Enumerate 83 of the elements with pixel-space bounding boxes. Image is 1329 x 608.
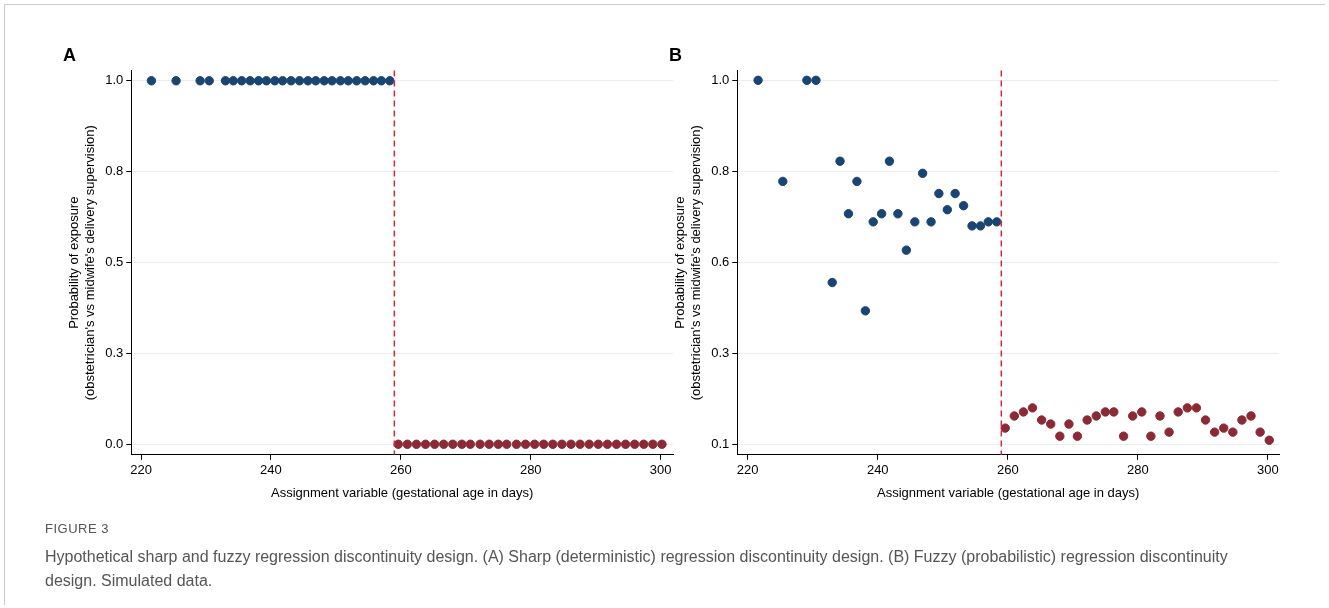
point: [942, 205, 953, 215]
point: [1000, 423, 1010, 433]
x-tick-label: 220: [130, 462, 152, 478]
y-tick-label: 0.3: [711, 344, 730, 360]
point: [1118, 431, 1129, 441]
point: [1072, 431, 1083, 441]
x-tick-label: 300: [1257, 462, 1279, 478]
point: [934, 188, 944, 199]
y-tick-label: 1.0: [711, 71, 730, 87]
point: [778, 176, 788, 187]
caption: FIGURE 3: [45, 520, 110, 538]
x-axis-title: Assignment variable (gestational age in days): [270, 484, 534, 500]
point: [1064, 419, 1074, 429]
point: [1237, 415, 1247, 425]
y-tick-label: 0.1: [711, 435, 730, 451]
point: [827, 277, 837, 288]
point: [811, 75, 821, 86]
point: [958, 200, 969, 211]
x-tick-label: 260: [996, 462, 1019, 478]
point: [1091, 411, 1101, 421]
point: [802, 75, 812, 86]
point: [1046, 419, 1056, 429]
point: [1255, 427, 1265, 437]
point: [1264, 435, 1274, 445]
point: [1082, 415, 1092, 425]
point: [926, 217, 936, 227]
point: [876, 209, 887, 219]
y-tick-label: 0.3: [105, 344, 124, 360]
y-tick-label: 0.0: [105, 435, 124, 451]
point: [1018, 407, 1029, 417]
chart-title: B: [669, 44, 682, 65]
point: [835, 156, 845, 166]
point: [1209, 427, 1220, 437]
point: [1246, 411, 1256, 421]
y-tick-label: 0.8: [105, 163, 124, 179]
x-tick-label: 240: [866, 462, 889, 478]
point: [1137, 407, 1147, 417]
point: [901, 245, 912, 255]
point: [753, 75, 763, 86]
point: [1182, 403, 1192, 413]
point: [1155, 411, 1165, 421]
point: [1146, 431, 1156, 441]
x-tick-label: 260: [389, 462, 412, 478]
point: [1109, 407, 1119, 417]
point: [992, 217, 1002, 227]
point: [868, 217, 878, 227]
y-tick-label: 0.5: [105, 254, 124, 270]
point: [852, 176, 862, 187]
x-tick-label: 280: [1127, 462, 1149, 478]
y-axis-title: Probability of exposure (obstetrician's vs midwife's delivery supervision): [66, 125, 97, 401]
point: [1228, 427, 1238, 437]
point: [1200, 415, 1211, 425]
point: [1191, 403, 1202, 413]
point: [1027, 403, 1038, 413]
point: [975, 221, 986, 231]
point: [1219, 423, 1229, 433]
point: [1164, 427, 1174, 437]
x-axis-title: Assignment variable (gestational age in days): [876, 484, 1140, 500]
chart-title: A: [63, 44, 76, 65]
point: [884, 156, 895, 166]
x-tick-label: 300: [649, 462, 672, 478]
point: [1127, 411, 1138, 421]
y-tick-label: 0.6: [711, 253, 730, 269]
point: [910, 217, 920, 227]
x-tick-label: 280: [519, 462, 542, 478]
point: [950, 188, 960, 199]
y-axis-title: Probability of exposure (obstetrician's vs midwife's delivery supervision): [672, 125, 703, 401]
x-tick-label: 220: [736, 462, 759, 478]
y-tick-label: 1.0: [105, 72, 124, 88]
point: [860, 306, 871, 316]
point: [1009, 411, 1020, 421]
point: [1100, 407, 1111, 417]
point: [1055, 431, 1065, 441]
point: [893, 209, 903, 219]
y-tick-label: 0.8: [711, 162, 730, 178]
point: [983, 217, 993, 227]
point: [1173, 407, 1183, 417]
point: [917, 168, 928, 179]
point: [967, 221, 977, 231]
x-tick-label: 240: [260, 462, 282, 478]
text: Hypothetical sharp and fuzzy regression discontinuity design. (A) Sharp (deterministic) regression discontinuity design. (B) Fuzzy (probabilistic) regression discontinuity design. Simulated data.: [45, 547, 1229, 591]
point: [843, 209, 854, 219]
point: [1036, 415, 1047, 425]
